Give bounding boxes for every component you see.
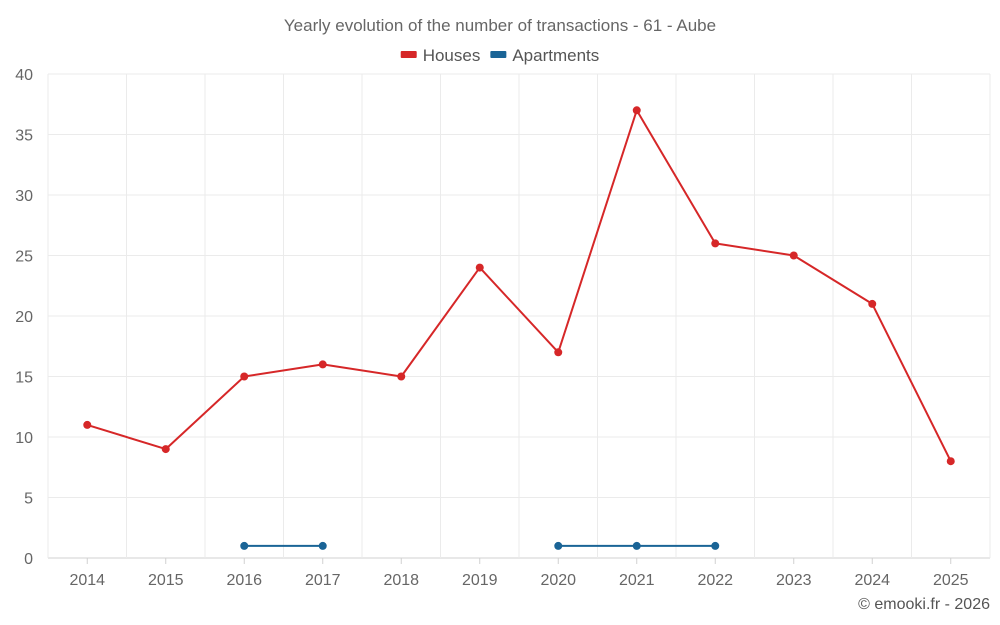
houses-point	[397, 372, 406, 381]
x-tick-label: 2023	[776, 572, 812, 589]
series-houses	[83, 106, 955, 466]
x-tick-label: 2024	[854, 572, 890, 589]
x-tick-label: 2022	[697, 572, 733, 589]
series-apartments	[240, 541, 720, 550]
y-tick-label: 0	[24, 551, 33, 568]
x-tick-label: 2016	[226, 572, 262, 589]
houses-point	[554, 348, 563, 357]
legend-swatch-apartments	[490, 51, 507, 58]
apartments-point	[318, 541, 327, 550]
houses-point	[318, 360, 327, 369]
y-tick-label: 5	[24, 491, 33, 508]
y-tick-label: 30	[15, 188, 33, 205]
houses-point	[161, 445, 170, 454]
x-tick-label: 2014	[69, 572, 105, 589]
legend-swatch-houses	[400, 51, 417, 58]
houses-line	[86, 109, 952, 462]
y-tick-label: 35	[15, 128, 33, 145]
x-axis: 2014 2015 2016 2017 2018 2019 2020 2021 2022 2023…	[69, 558, 969, 589]
houses-point	[240, 372, 249, 381]
apartments-point	[711, 541, 720, 550]
houses-point	[946, 457, 955, 466]
apartments-point	[240, 541, 249, 550]
houses-point	[711, 239, 720, 248]
grid	[47, 73, 991, 559]
apartments-point	[554, 541, 563, 550]
apartments-point	[632, 541, 641, 550]
x-tick-label: 2020	[540, 572, 576, 589]
x-tick-label: 2025	[933, 572, 969, 589]
y-tick-label: 10	[15, 430, 33, 447]
x-tick-label: 2018	[383, 572, 419, 589]
legend-label-apartments: Apartments	[512, 46, 599, 65]
credit: © emooki.fr - 2026	[858, 596, 990, 613]
legend-label-houses: Houses	[423, 46, 481, 65]
x-tick-label: 2019	[462, 572, 498, 589]
legend: Houses Apartments	[400, 46, 599, 65]
x-tick-label: 2017	[305, 572, 341, 589]
x-tick-label: 2021	[619, 572, 655, 589]
chart-title: Yearly evolution of the number of transa…	[284, 16, 716, 35]
y-tick-label: 40	[15, 67, 33, 84]
y-tick-label: 15	[15, 370, 33, 387]
plot-area	[83, 106, 955, 550]
y-tick-label: 20	[15, 309, 33, 326]
houses-point	[789, 251, 798, 260]
houses-point	[868, 299, 877, 308]
x-tick-label: 2015	[148, 572, 184, 589]
y-tick-label: 25	[15, 249, 33, 266]
houses-point	[83, 420, 92, 429]
y-axis: 0 5 10 15 20 25 30 35 40	[15, 67, 33, 568]
houses-point	[632, 106, 641, 115]
houses-point	[475, 263, 484, 272]
